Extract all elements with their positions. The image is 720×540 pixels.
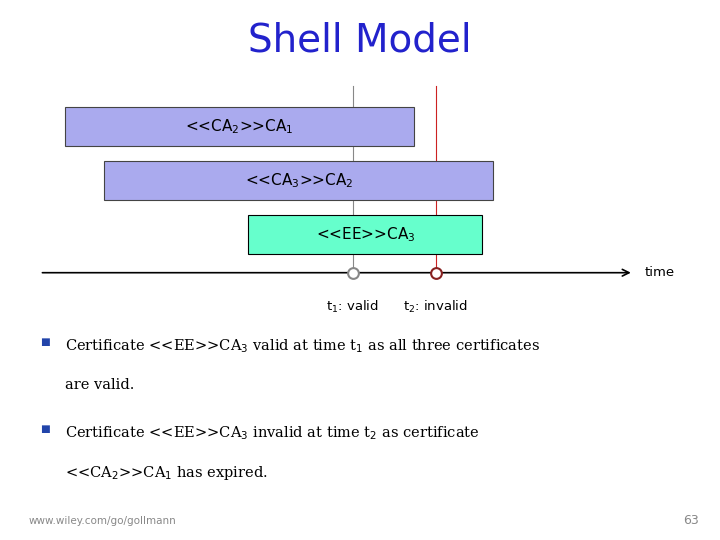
Text: Shell Model: Shell Model xyxy=(248,22,472,59)
Bar xyxy=(248,215,482,254)
Text: ■: ■ xyxy=(40,424,50,434)
Text: <<CA$_3$>>CA$_2$: <<CA$_3$>>CA$_2$ xyxy=(245,172,353,190)
Text: 63: 63 xyxy=(683,514,698,526)
Text: Certificate <<EE>>CA$_3$ valid at time t$_1$ as all three certificates: Certificate <<EE>>CA$_3$ valid at time t… xyxy=(65,338,540,355)
Text: t$_1$: valid: t$_1$: valid xyxy=(326,299,379,315)
Text: are valid.: are valid. xyxy=(65,378,134,392)
Text: ■: ■ xyxy=(40,338,50,348)
Text: Certificate <<EE>>CA$_3$ invalid at time t$_2$ as certificate: Certificate <<EE>>CA$_3$ invalid at time… xyxy=(65,424,480,442)
Text: www.wiley.com/go/gollmann: www.wiley.com/go/gollmann xyxy=(29,516,176,526)
Point xyxy=(430,268,441,277)
Text: <<CA$_2$>>CA$_1$ has expired.: <<CA$_2$>>CA$_1$ has expired. xyxy=(65,464,268,482)
Text: <<EE>>CA$_3$: <<EE>>CA$_3$ xyxy=(315,226,415,244)
Text: <<CA$_2$>>CA$_1$: <<CA$_2$>>CA$_1$ xyxy=(185,118,294,136)
Bar xyxy=(65,107,414,146)
Text: t$_2$: invalid: t$_2$: invalid xyxy=(403,299,468,315)
Bar xyxy=(104,161,493,200)
Point xyxy=(347,268,359,277)
Text: time: time xyxy=(644,266,675,279)
